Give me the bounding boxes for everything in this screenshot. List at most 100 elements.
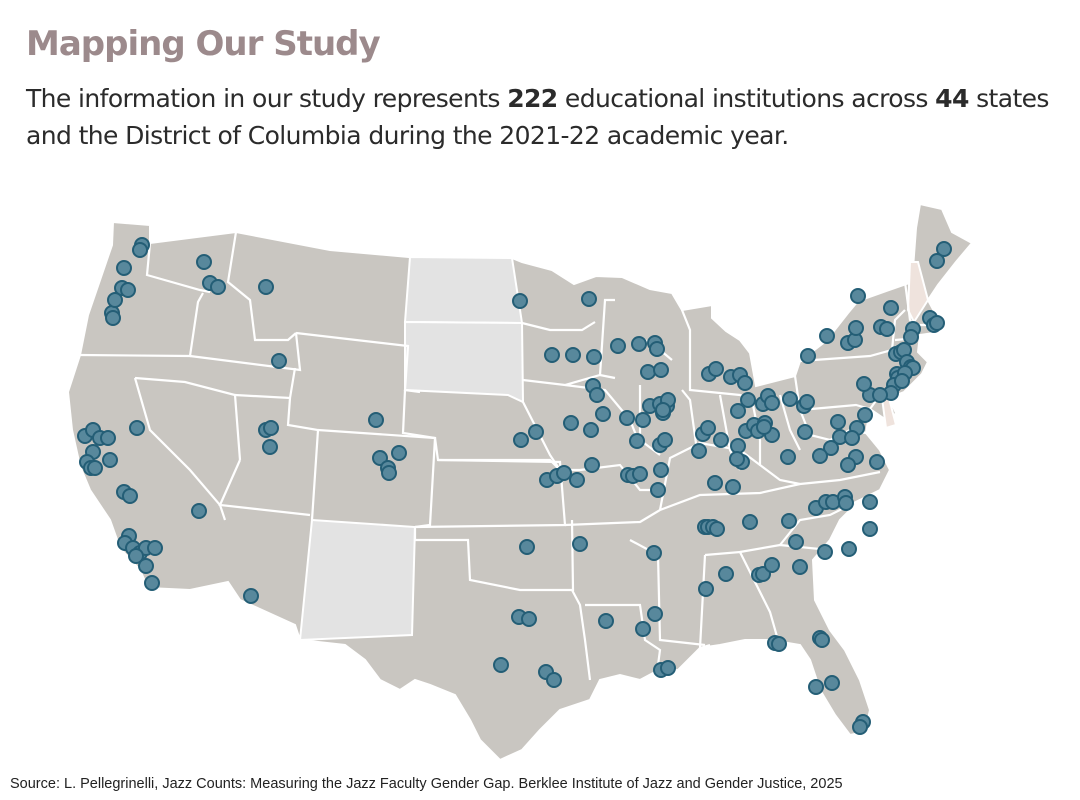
institution-marker [718,566,734,582]
institution-marker [258,279,274,295]
institution-marker [87,460,103,476]
institution-marker [830,414,846,430]
institution-marker [546,672,562,688]
institution-markers [77,237,952,735]
institution-marker [243,588,259,604]
institution-marker [852,719,868,735]
institution-marker [764,557,780,573]
institution-marker [565,347,581,363]
institution-marker [819,328,835,344]
institution-marker [598,613,614,629]
institution-marker [610,338,626,354]
institution-marker [725,479,741,495]
institution-marker [653,462,669,478]
institution-marker [391,445,407,461]
institution-marker [521,611,537,627]
institution-marker [100,430,116,446]
state-count: 44 [935,84,969,113]
institution-marker [730,403,746,419]
institution-marker [572,536,588,552]
institution-marker [528,424,544,440]
institution-marker [544,347,560,363]
institution-marker [595,406,611,422]
institution-marker [812,448,828,464]
institution-marker [792,559,808,575]
institution-marker [742,514,758,530]
institution-marker [862,494,878,510]
study-description: The information in our study represents … [26,80,1066,154]
institution-marker [556,465,572,481]
institution-marker [929,253,945,269]
institution-marker [799,394,815,410]
institution-marker [660,660,676,676]
institution-marker [619,410,635,426]
institution-marker [740,392,756,408]
institution-marker [116,260,132,276]
institution-marker [729,451,745,467]
institution-marker [844,430,860,446]
institution-marker [788,534,804,550]
state-south-dakota [404,320,525,404]
institution-marker [808,679,824,695]
institution-marker [640,364,656,380]
institution-marker [872,387,888,403]
institution-count: 222 [507,84,558,113]
institution-marker [862,521,878,537]
institution-marker [840,457,856,473]
institution-marker [781,513,797,529]
institution-marker [936,241,952,257]
state-north-dakota [403,255,524,325]
source-citation: Source: L. Pellegrinelli, Jazz Counts: M… [10,776,843,792]
institution-marker [814,632,830,648]
institution-marker [894,373,910,389]
institution-marker [782,391,798,407]
institution-marker [869,454,885,470]
institution-marker [493,657,509,673]
institution-marker [657,432,673,448]
institution-marker [698,581,714,597]
institution-marker [713,432,729,448]
institution-marker [635,412,651,428]
institution-marker [929,315,945,331]
state-borders [79,231,941,681]
institution-marker [583,422,599,438]
institution-marker [122,488,138,504]
institution-marker [856,376,872,392]
institution-marker [589,387,605,403]
institution-marker [857,407,873,423]
institution-marker [102,452,118,468]
institution-marker [653,362,669,378]
institution-marker [756,419,772,435]
institution-marker [635,621,651,637]
institution-marker [381,465,397,481]
institution-marker [120,282,136,298]
institution-marker [513,432,529,448]
institution-marker [262,439,278,455]
institution-marker [771,636,787,652]
institution-marker [132,242,148,258]
institution-marker [138,558,154,574]
institution-marker [700,420,716,436]
institution-marker [848,320,864,336]
institution-marker [838,495,854,511]
institution-marker [581,291,597,307]
institution-marker [519,539,535,555]
institution-marker [263,420,279,436]
institution-marker [817,544,833,560]
state-delaware [880,397,898,430]
institution-marker [800,348,816,364]
institution-marker [586,349,602,365]
institution-marker [730,438,746,454]
institution-marker [196,254,212,270]
page-title: Mapping Our Study [26,24,381,64]
institution-marker [271,353,287,369]
institution-marker [584,457,600,473]
institution-marker [107,292,123,308]
institution-marker [368,412,384,428]
institution-marker [147,540,163,556]
institution-marker [649,341,665,357]
institution-marker [655,402,671,418]
institution-marker [512,293,528,309]
institution-marker [210,279,226,295]
institution-marker [691,443,707,459]
